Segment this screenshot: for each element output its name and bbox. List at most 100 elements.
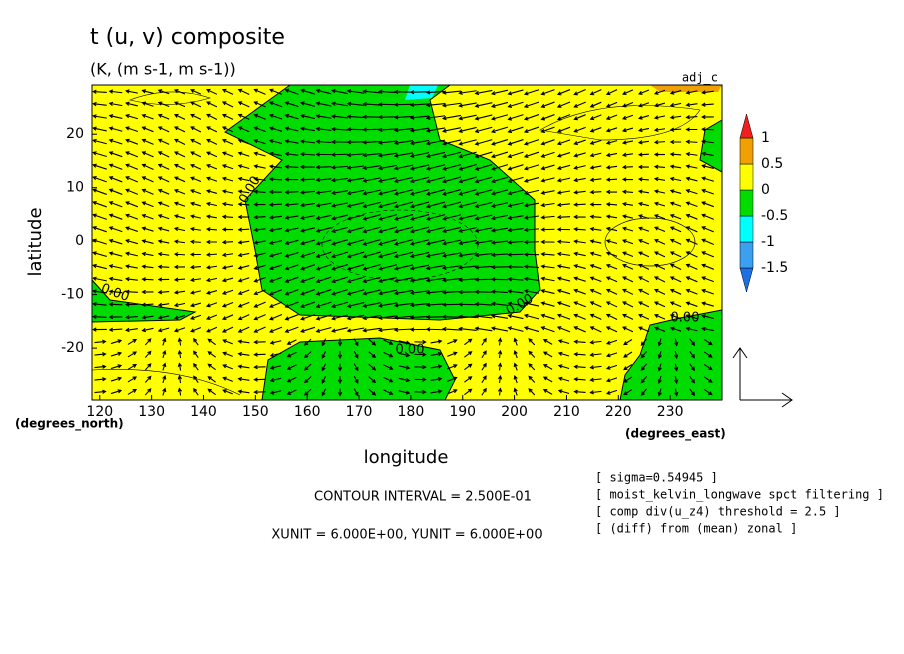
wind-vector xyxy=(621,239,634,245)
wind-vector xyxy=(299,139,315,144)
wind-vector xyxy=(378,251,398,259)
wind-vector xyxy=(605,301,618,308)
wind-vector xyxy=(474,301,493,307)
wind-vector xyxy=(221,189,234,194)
wind-vector xyxy=(573,364,586,369)
wind-vector xyxy=(92,101,107,107)
wind-vector xyxy=(157,126,170,133)
wind-vector xyxy=(206,164,218,170)
wind-vector xyxy=(409,189,430,196)
wind-vector xyxy=(393,327,414,333)
wind-vector xyxy=(605,276,618,283)
wind-vector xyxy=(513,362,518,371)
wind-vector xyxy=(221,240,234,245)
colorbar-label: 0 xyxy=(761,182,770,198)
wind-vector xyxy=(621,202,634,207)
wind-vector xyxy=(346,226,365,234)
wind-vector xyxy=(556,177,571,183)
wind-vector xyxy=(286,339,297,345)
wind-vector xyxy=(189,290,202,295)
wind-vector xyxy=(108,101,123,107)
wind-vector xyxy=(268,101,283,108)
wind-vector xyxy=(637,152,649,157)
wind-vector xyxy=(94,364,107,369)
wind-vector xyxy=(573,326,586,333)
wind-vector xyxy=(377,327,397,333)
wind-vector xyxy=(474,240,493,245)
wind-vector xyxy=(205,214,218,219)
wind-vector xyxy=(638,102,650,108)
wind-vector xyxy=(92,314,107,319)
wind-vector xyxy=(573,177,586,183)
wind-vector xyxy=(92,301,107,307)
wind-vector xyxy=(393,315,414,320)
wind-vector xyxy=(141,113,154,120)
wind-vector xyxy=(337,338,343,347)
wind-vector xyxy=(425,252,446,258)
wind-vector xyxy=(540,190,555,195)
wind-vector xyxy=(685,201,698,208)
wind-vector xyxy=(237,151,250,157)
wind-vector xyxy=(425,139,446,146)
y-axis-label: latitude xyxy=(25,207,46,276)
wind-vector xyxy=(125,163,139,170)
wind-vector xyxy=(141,239,154,244)
wind-vector xyxy=(703,363,713,371)
wind-vector xyxy=(94,339,107,344)
wind-vector xyxy=(362,189,381,196)
wind-vector xyxy=(425,327,446,332)
wind-vector xyxy=(108,251,123,257)
wind-vector xyxy=(362,251,381,259)
wind-vector xyxy=(441,290,461,295)
wind-vector xyxy=(409,277,430,283)
wind-vector xyxy=(701,188,714,195)
wind-vector xyxy=(669,238,682,245)
wind-vector xyxy=(528,388,536,396)
y-tick-label: -10 xyxy=(61,287,84,303)
wind-vector xyxy=(701,226,714,233)
wind-vector xyxy=(253,101,266,108)
wind-vector xyxy=(253,215,266,220)
wind-vector xyxy=(685,151,698,157)
wind-vector xyxy=(237,314,250,321)
wind-vector xyxy=(685,276,698,283)
wind-vector xyxy=(362,327,381,333)
wind-vector xyxy=(464,363,473,371)
wind-vector xyxy=(284,252,299,258)
wind-vector xyxy=(540,264,555,269)
wind-vector xyxy=(190,151,202,158)
wind-vector xyxy=(205,302,218,308)
wind-vector xyxy=(701,164,714,169)
wind-vector xyxy=(441,189,462,196)
wind-vector xyxy=(157,290,170,295)
wind-vector xyxy=(409,251,430,259)
wind-vector xyxy=(253,289,266,296)
wind-vector xyxy=(377,89,397,94)
wind-vector xyxy=(640,338,648,346)
wind-vector xyxy=(430,376,443,382)
region xyxy=(650,85,722,92)
wind-vector xyxy=(653,326,666,332)
wind-vector xyxy=(556,139,571,146)
wind-vector xyxy=(540,227,555,232)
wind-vector xyxy=(157,89,170,95)
wind-vector xyxy=(268,88,283,95)
wind-vector xyxy=(300,101,316,107)
wind-vector xyxy=(605,326,618,333)
wind-vector xyxy=(605,377,618,383)
wind-vector xyxy=(425,201,446,209)
wind-vector xyxy=(474,289,493,295)
wind-vector xyxy=(337,375,343,385)
wind-vector xyxy=(268,113,283,120)
contour-line xyxy=(539,105,701,141)
wind-vector xyxy=(398,352,411,358)
wind-vector xyxy=(573,89,586,96)
wind-vector xyxy=(523,89,540,96)
wind-vector xyxy=(108,314,123,320)
wind-vector xyxy=(205,290,218,295)
wind-vector xyxy=(286,376,297,383)
wind-vector xyxy=(393,251,414,259)
wind-vector xyxy=(157,188,170,195)
wind-vector xyxy=(383,389,394,395)
wind-vector xyxy=(621,226,634,232)
